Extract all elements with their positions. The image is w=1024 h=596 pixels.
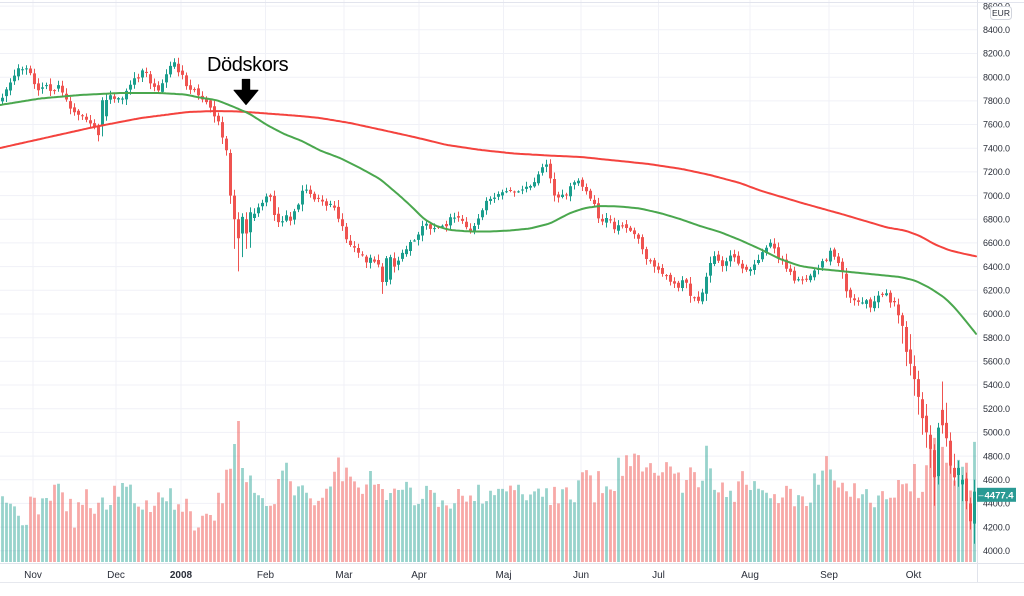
svg-text:Jun: Jun bbox=[573, 570, 589, 581]
svg-text:EUR: EUR bbox=[992, 8, 1010, 18]
svg-text:Jul: Jul bbox=[652, 570, 665, 581]
svg-text:8400.0: 8400.0 bbox=[983, 25, 1010, 35]
svg-text:–: – bbox=[979, 490, 984, 500]
svg-text:6000.0: 6000.0 bbox=[983, 309, 1010, 319]
svg-text:4477.4: 4477.4 bbox=[985, 491, 1015, 502]
svg-text:Okt: Okt bbox=[906, 570, 922, 581]
svg-text:4600.0: 4600.0 bbox=[983, 475, 1010, 485]
svg-text:Apr: Apr bbox=[411, 570, 427, 581]
svg-text:5800.0: 5800.0 bbox=[983, 333, 1010, 343]
svg-text:7000.0: 7000.0 bbox=[983, 191, 1010, 201]
svg-text:7400.0: 7400.0 bbox=[983, 143, 1010, 153]
svg-text:4400.0: 4400.0 bbox=[983, 499, 1010, 509]
svg-text:6800.0: 6800.0 bbox=[983, 215, 1010, 225]
svg-text:8200.0: 8200.0 bbox=[983, 49, 1010, 59]
svg-text:6400.0: 6400.0 bbox=[983, 262, 1010, 272]
svg-text:7800.0: 7800.0 bbox=[983, 96, 1010, 106]
svg-text:Mar: Mar bbox=[335, 570, 353, 581]
svg-text:6200.0: 6200.0 bbox=[983, 286, 1010, 296]
svg-text:7200.0: 7200.0 bbox=[983, 167, 1010, 177]
svg-text:8000.0: 8000.0 bbox=[983, 72, 1010, 82]
svg-text:5600.0: 5600.0 bbox=[983, 357, 1010, 367]
svg-text:Dec: Dec bbox=[107, 570, 125, 581]
svg-text:4800.0: 4800.0 bbox=[983, 451, 1010, 461]
svg-text:Aug: Aug bbox=[741, 570, 759, 581]
svg-text:Maj: Maj bbox=[495, 570, 511, 581]
svg-text:7600.0: 7600.0 bbox=[983, 120, 1010, 130]
svg-text:Sep: Sep bbox=[820, 570, 838, 581]
svg-text:6600.0: 6600.0 bbox=[983, 238, 1010, 248]
svg-text:Nov: Nov bbox=[24, 570, 42, 581]
svg-text:Dödskors: Dödskors bbox=[207, 54, 289, 76]
svg-text:2008: 2008 bbox=[170, 570, 193, 581]
svg-text:Feb: Feb bbox=[257, 570, 275, 581]
svg-text:5000.0: 5000.0 bbox=[983, 428, 1010, 438]
svg-text:5400.0: 5400.0 bbox=[983, 380, 1010, 390]
svg-text:4200.0: 4200.0 bbox=[983, 522, 1010, 532]
svg-text:4000.0: 4000.0 bbox=[983, 546, 1010, 556]
svg-text:5200.0: 5200.0 bbox=[983, 404, 1010, 414]
